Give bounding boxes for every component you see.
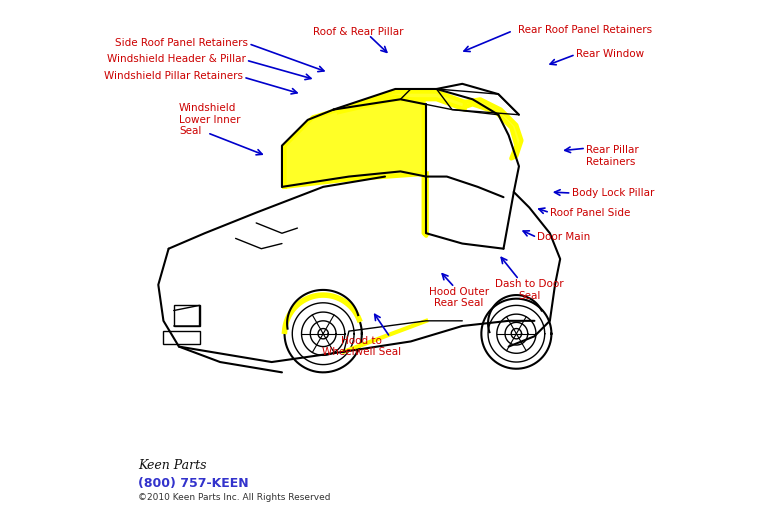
Text: Roof Panel Side: Roof Panel Side: [550, 208, 631, 218]
Text: (800) 757-KEEN: (800) 757-KEEN: [138, 477, 248, 490]
Text: Rear Roof Panel Retainers: Rear Roof Panel Retainers: [518, 25, 652, 35]
Text: Keen Parts: Keen Parts: [138, 458, 206, 471]
Text: Body Lock Pillar: Body Lock Pillar: [571, 188, 654, 198]
Text: Hood to
Wheelwell Seal: Hood to Wheelwell Seal: [323, 336, 401, 357]
Text: Windshield
Lower Inner
Seal: Windshield Lower Inner Seal: [179, 103, 240, 136]
Polygon shape: [339, 92, 465, 112]
Text: Rear Pillar
Retainers: Rear Pillar Retainers: [586, 145, 638, 167]
Bar: [174, 306, 199, 326]
Text: Hood Outer
Rear Seal: Hood Outer Rear Seal: [429, 287, 489, 308]
Polygon shape: [285, 97, 424, 187]
Bar: [163, 331, 199, 344]
Polygon shape: [465, 99, 521, 159]
Text: Windshield Pillar Retainers: Windshield Pillar Retainers: [104, 71, 243, 81]
Text: Roof & Rear Pillar: Roof & Rear Pillar: [313, 27, 403, 37]
Text: Rear Window: Rear Window: [576, 49, 644, 59]
Text: ©2010 Keen Parts Inc. All Rights Reserved: ©2010 Keen Parts Inc. All Rights Reserve…: [138, 493, 330, 501]
Text: Door Main: Door Main: [537, 233, 591, 242]
Text: Windshield Header & Pillar: Windshield Header & Pillar: [107, 54, 246, 64]
Text: Dash to Door
Seal: Dash to Door Seal: [495, 279, 564, 301]
Text: Side Roof Panel Retainers: Side Roof Panel Retainers: [116, 38, 249, 48]
